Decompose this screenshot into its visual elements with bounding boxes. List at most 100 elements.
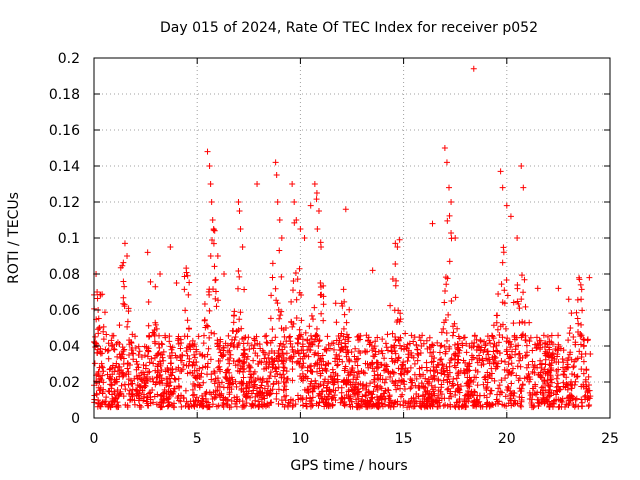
data-point bbox=[325, 341, 332, 348]
data-point bbox=[216, 379, 223, 386]
data-point bbox=[374, 386, 381, 393]
data-point bbox=[166, 393, 173, 400]
data-point bbox=[529, 358, 536, 365]
data-point bbox=[454, 325, 461, 332]
data-point bbox=[302, 329, 309, 336]
data-point bbox=[175, 333, 182, 340]
y-tick-label: 0.14 bbox=[49, 159, 80, 175]
data-point bbox=[234, 285, 241, 292]
data-point bbox=[274, 199, 281, 205]
data-point bbox=[371, 372, 378, 379]
data-point bbox=[568, 310, 575, 317]
data-point bbox=[164, 375, 171, 382]
data-point bbox=[334, 372, 341, 379]
data-point bbox=[336, 356, 343, 363]
data-point bbox=[110, 397, 117, 404]
data-point bbox=[404, 369, 411, 376]
data-point bbox=[183, 269, 190, 276]
data-point bbox=[204, 323, 211, 330]
data-point bbox=[527, 392, 534, 399]
data-point bbox=[559, 355, 566, 362]
data-point bbox=[518, 296, 525, 303]
data-point bbox=[468, 356, 475, 363]
data-point bbox=[167, 379, 174, 386]
data-point bbox=[174, 337, 181, 344]
data-point bbox=[226, 389, 233, 396]
data-point bbox=[283, 392, 290, 399]
data-point bbox=[190, 402, 197, 409]
data-point bbox=[553, 368, 560, 375]
data-point bbox=[236, 357, 243, 364]
data-point bbox=[512, 400, 519, 407]
data-point bbox=[448, 383, 455, 390]
data-point bbox=[311, 304, 318, 311]
data-point bbox=[568, 370, 575, 377]
data-point bbox=[498, 358, 505, 365]
data-point bbox=[320, 358, 327, 365]
data-point bbox=[117, 388, 124, 395]
data-point bbox=[262, 333, 269, 340]
data-point bbox=[352, 396, 359, 403]
data-point bbox=[261, 395, 268, 402]
data-point bbox=[378, 347, 385, 354]
data-point bbox=[112, 394, 119, 401]
data-point bbox=[404, 341, 411, 348]
data-point bbox=[452, 294, 459, 301]
x-axis-label: GPS time / hours bbox=[290, 458, 407, 474]
data-point bbox=[261, 355, 268, 362]
data-point bbox=[308, 312, 315, 319]
data-point bbox=[520, 289, 527, 296]
data-point bbox=[494, 398, 501, 405]
data-point bbox=[174, 395, 181, 402]
data-point bbox=[508, 369, 515, 376]
data-point bbox=[448, 199, 455, 205]
data-point bbox=[145, 298, 152, 305]
data-point bbox=[155, 350, 162, 357]
data-point bbox=[226, 360, 233, 367]
data-point bbox=[328, 373, 335, 380]
data-point bbox=[186, 341, 193, 348]
data-point bbox=[189, 392, 196, 399]
data-point bbox=[201, 316, 208, 323]
data-point bbox=[202, 363, 209, 370]
data-point bbox=[162, 334, 169, 341]
data-point bbox=[398, 371, 405, 378]
data-point bbox=[429, 341, 436, 348]
data-point bbox=[307, 332, 314, 339]
data-point bbox=[233, 383, 240, 390]
data-point bbox=[466, 367, 473, 374]
data-point bbox=[382, 387, 389, 394]
data-point bbox=[120, 278, 127, 285]
data-point bbox=[165, 388, 172, 395]
data-point bbox=[183, 348, 190, 355]
data-point bbox=[570, 333, 577, 340]
data-point bbox=[484, 357, 491, 364]
data-point bbox=[180, 361, 187, 368]
data-point bbox=[447, 403, 454, 410]
y-tick-label: 0.16 bbox=[49, 123, 80, 139]
data-point bbox=[580, 370, 587, 377]
data-point bbox=[246, 363, 253, 370]
data-point bbox=[269, 326, 276, 333]
data-point bbox=[493, 347, 500, 354]
data-point bbox=[120, 372, 127, 379]
data-point bbox=[218, 390, 225, 397]
data-point bbox=[397, 370, 404, 377]
data-point bbox=[215, 297, 222, 304]
data-point bbox=[462, 403, 469, 410]
data-point bbox=[355, 386, 362, 393]
data-point bbox=[547, 362, 554, 369]
data-point bbox=[313, 400, 320, 407]
data-point bbox=[559, 364, 566, 371]
data-point bbox=[307, 347, 314, 354]
data-point bbox=[306, 323, 313, 330]
data-point bbox=[389, 275, 396, 282]
data-point bbox=[429, 376, 436, 383]
data-point bbox=[114, 339, 121, 346]
data-point bbox=[208, 371, 215, 378]
data-point bbox=[103, 394, 110, 401]
data-point bbox=[322, 366, 329, 373]
data-point bbox=[411, 360, 418, 367]
data-point bbox=[395, 365, 402, 372]
data-point bbox=[417, 337, 424, 344]
